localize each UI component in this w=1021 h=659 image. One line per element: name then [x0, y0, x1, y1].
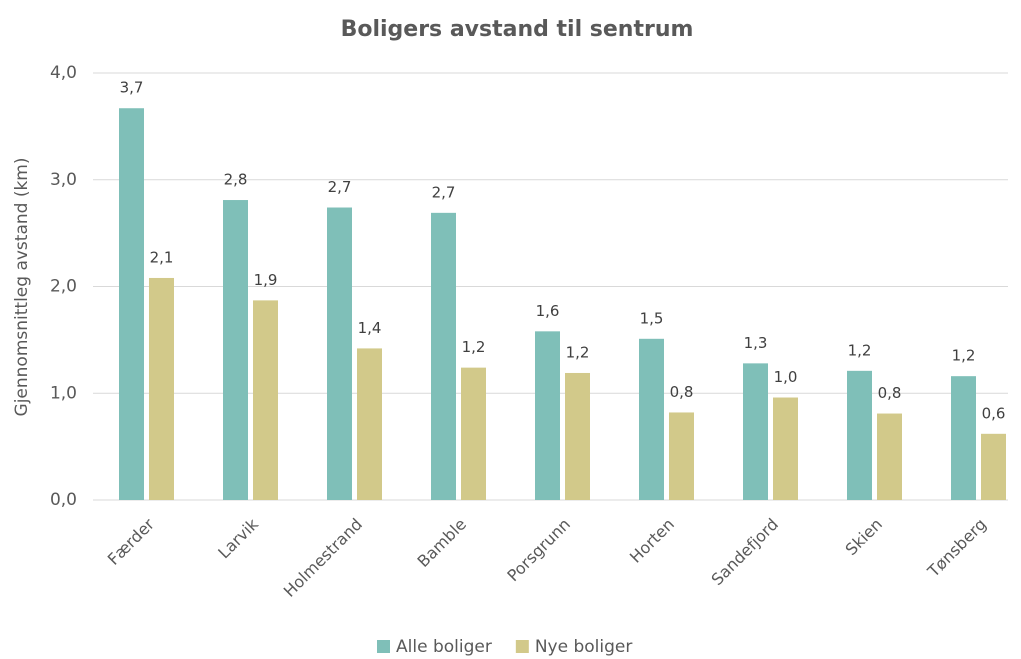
- bar: [223, 200, 248, 500]
- data-label: 1,2: [952, 347, 976, 365]
- bar: [565, 372, 590, 500]
- x-tick-label: Tønsberg: [923, 515, 990, 582]
- bar: [253, 300, 278, 500]
- y-tick-label: 4,0: [50, 63, 77, 83]
- y-tick-label: 2,0: [50, 277, 77, 297]
- legend-label: Nye boliger: [535, 637, 633, 657]
- x-tick-label: Færder: [104, 514, 159, 569]
- x-tick-label: Larvik: [214, 514, 262, 562]
- data-label: 1,2: [566, 343, 590, 361]
- bar: [535, 331, 560, 500]
- data-label: 1,5: [640, 309, 664, 327]
- bar: [149, 277, 174, 500]
- data-label: 1,3: [744, 334, 768, 352]
- data-label: 2,8: [224, 171, 248, 189]
- bar: [951, 376, 976, 500]
- data-label: 2,7: [328, 178, 352, 196]
- legend-swatch: [515, 640, 529, 653]
- bar: [357, 348, 382, 500]
- y-tick-label: 0,0: [50, 490, 77, 510]
- x-tick-label: Horten: [626, 515, 678, 567]
- legend-label: Alle boliger: [396, 637, 492, 657]
- data-label: 1,4: [358, 319, 382, 337]
- bar: [327, 207, 352, 500]
- x-tick-label: Skien: [842, 515, 886, 559]
- legend-swatch: [377, 640, 390, 653]
- x-tick-label: Holmestrand: [280, 515, 366, 601]
- bar: [847, 370, 872, 500]
- x-tick-label: Bamble: [414, 515, 470, 571]
- bar: [981, 433, 1006, 500]
- data-label: 0,8: [670, 383, 694, 401]
- y-axis-title: Gjennomsnittleg avstand (km): [12, 158, 32, 417]
- data-label: 1,2: [848, 341, 872, 359]
- data-label: 1,9: [254, 271, 278, 289]
- data-label: 1,0: [774, 368, 798, 386]
- chart-title: Boligers avstand til sentrum: [341, 17, 694, 42]
- bar: [877, 413, 902, 500]
- data-label: 3,7: [120, 79, 144, 97]
- bar: [119, 108, 144, 500]
- bar: [773, 397, 798, 500]
- x-tick-label: Porsgrunn: [503, 515, 574, 586]
- data-label: 1,6: [536, 302, 560, 320]
- data-label: 0,6: [982, 404, 1006, 422]
- bar: [461, 367, 486, 500]
- data-label: 1,2: [462, 338, 486, 356]
- bar: [743, 363, 768, 500]
- data-label: 2,7: [432, 183, 456, 201]
- data-label: 0,8: [878, 384, 902, 402]
- bar: [431, 212, 456, 500]
- y-tick-label: 1,0: [50, 383, 77, 403]
- bar: [669, 412, 694, 500]
- x-tick-label: Sandefjord: [707, 515, 782, 590]
- data-label: 2,1: [150, 248, 174, 266]
- y-tick-label: 3,0: [50, 170, 77, 190]
- bar: [639, 338, 664, 500]
